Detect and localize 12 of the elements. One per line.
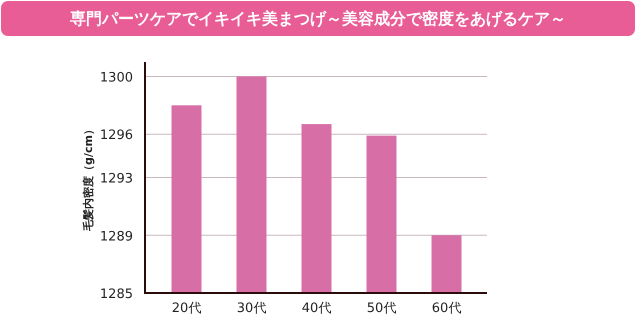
y-tick-label: 1285	[100, 287, 133, 302]
chart-title: 専門パーツケアでイキイキ美まつげ～美容成分で密度をあげるケア～	[69, 9, 566, 28]
x-tick-label: 30代	[236, 301, 266, 316]
y-axis-title: 毛髪内密度（g/cm）	[82, 124, 95, 232]
x-tick-label: 50代	[366, 301, 396, 316]
y-tick-label: 1293	[100, 172, 133, 186]
y-tick-label: 1296	[100, 128, 133, 144]
y-tick-label: 1289	[100, 229, 133, 244]
y-tick-label: 1300	[100, 70, 133, 86]
x-tick-label: 40代	[302, 301, 332, 316]
x-tick-label: 20代	[172, 301, 202, 316]
x-tick-label: 60代	[432, 301, 462, 316]
